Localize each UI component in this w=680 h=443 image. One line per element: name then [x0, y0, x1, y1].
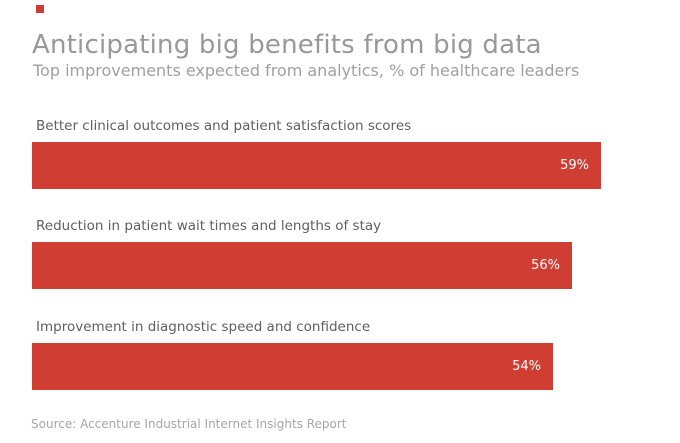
bar-row: Better clinical outcomes and patient sat… — [32, 117, 680, 189]
chart-title: Anticipating big benefits from big data — [32, 30, 542, 60]
source-note: Source: Accenture Industrial Internet In… — [31, 417, 347, 431]
bar: 59% — [32, 142, 601, 189]
bar-category-label: Reduction in patient wait times and leng… — [36, 218, 382, 234]
bar-value-label: 54% — [512, 359, 541, 374]
brand-mark — [36, 5, 44, 13]
bar: 54% — [32, 343, 553, 390]
bar-row: Improvement in diagnostic speed and conf… — [32, 318, 680, 390]
bar: 56% — [32, 242, 572, 289]
bar-value-label: 59% — [560, 158, 589, 173]
bar-category-label: Better clinical outcomes and patient sat… — [36, 118, 412, 134]
bar-category-label: Improvement in diagnostic speed and conf… — [36, 319, 371, 335]
bar-value-label: 56% — [531, 258, 560, 273]
chart-subtitle: Top improvements expected from analytics… — [33, 61, 580, 80]
bar-row: Reduction in patient wait times and leng… — [32, 217, 680, 289]
